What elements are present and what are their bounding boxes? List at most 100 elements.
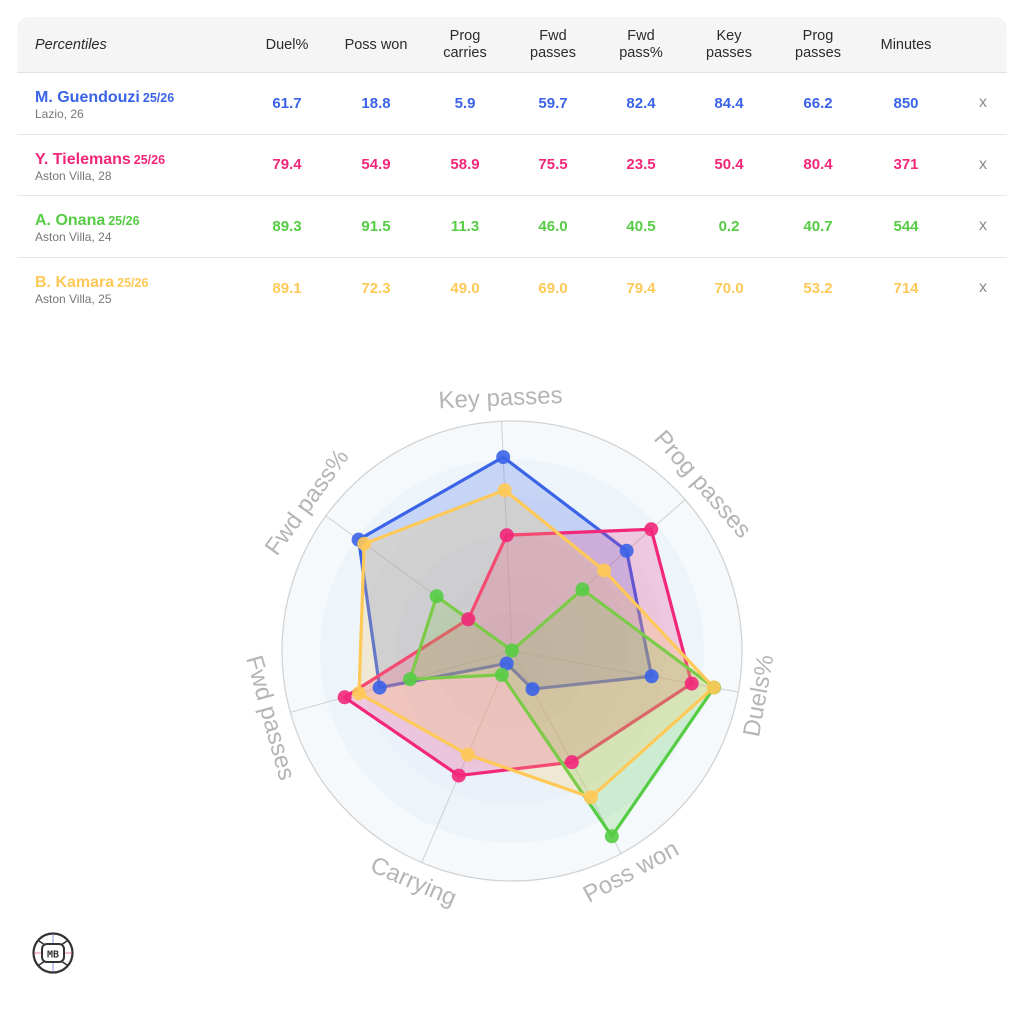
remove-player-button[interactable]: x xyxy=(979,217,987,235)
remove-player-button[interactable]: x xyxy=(979,279,987,297)
value-prog-passes: 66.2 xyxy=(803,94,833,112)
series-points xyxy=(352,483,721,805)
column-header-key-passes[interactable]: Key passes xyxy=(706,28,752,61)
value-duel-pct: 61.7 xyxy=(272,94,302,112)
season-tag: 25/26 xyxy=(142,91,175,105)
table-row: Y. Tielemans 25/26 Aston Villa, 28 79.4 54.9… xyxy=(17,135,1007,196)
data-point[interactable] xyxy=(499,528,514,543)
data-point[interactable] xyxy=(604,829,619,844)
radar-outer-ring xyxy=(281,420,743,882)
value-prog-passes: 40.7 xyxy=(803,217,833,235)
player-meta: Aston Villa, 28 xyxy=(35,168,112,183)
value-poss-won: 72.3 xyxy=(361,279,391,297)
value-minutes: 544 xyxy=(893,217,919,235)
player-cell: M. Guendouzi 25/26 Lazio, 26 xyxy=(35,89,174,121)
data-point[interactable] xyxy=(504,643,519,658)
data-point[interactable] xyxy=(575,582,590,597)
value-duel-pct: 89.1 xyxy=(272,279,302,297)
data-point[interactable] xyxy=(429,589,444,604)
data-point[interactable] xyxy=(451,768,466,783)
data-point[interactable] xyxy=(372,680,387,695)
column-header-duel-pct[interactable]: Duel% xyxy=(265,36,309,53)
value-fwd-passes: 69.0 xyxy=(538,279,568,297)
player-name-text: A. Onana xyxy=(35,212,106,229)
data-point[interactable] xyxy=(564,755,579,770)
player-name[interactable]: B. Kamara 25/26 xyxy=(35,274,148,292)
axis-label-key-passes: Key passes xyxy=(438,382,563,415)
value-fwd-pass-pct: 40.5 xyxy=(626,217,656,235)
data-point[interactable] xyxy=(525,682,540,697)
value-fwd-pass-pct: 79.4 xyxy=(626,279,656,297)
value-minutes: 850 xyxy=(893,94,919,112)
value-poss-won: 18.8 xyxy=(361,94,391,112)
data-point[interactable] xyxy=(461,612,476,627)
value-fwd-passes: 75.5 xyxy=(538,156,568,174)
data-point[interactable] xyxy=(494,667,509,682)
value-poss-won: 54.9 xyxy=(361,156,391,174)
mb-logo-icon: MB xyxy=(32,932,74,974)
data-point[interactable] xyxy=(357,536,372,551)
data-point[interactable] xyxy=(352,686,367,701)
value-key-passes: 70.0 xyxy=(714,279,744,297)
axis-line xyxy=(511,650,739,693)
column-header-prog-passes[interactable]: Prog passes xyxy=(795,28,841,61)
table-row: M. Guendouzi 25/26 Lazio, 26 61.7 18.8 5.9 59.… xyxy=(17,73,1007,135)
column-header-prog-carries[interactable]: Prog carries xyxy=(443,28,487,61)
season-tag: 25/26 xyxy=(108,214,140,228)
data-point[interactable] xyxy=(403,672,418,687)
value-fwd-passes: 46.0 xyxy=(538,217,568,235)
player-meta: Aston Villa, 25 xyxy=(35,291,112,306)
data-point[interactable] xyxy=(583,790,598,805)
value-poss-won: 91.5 xyxy=(361,217,391,235)
season-tag: 25/26 xyxy=(117,275,149,290)
column-header-fwd-pass-pct[interactable]: Fwd pass% xyxy=(619,28,663,61)
column-header-minutes[interactable]: Minutes xyxy=(880,36,932,53)
value-duel-pct: 79.4 xyxy=(272,156,302,174)
data-point[interactable] xyxy=(597,563,612,578)
data-point[interactable] xyxy=(706,680,721,695)
axis-label-duels: Duels% xyxy=(738,653,779,739)
value-key-passes: 84.4 xyxy=(714,94,744,112)
logo-text: MB xyxy=(47,950,59,961)
value-minutes: 371 xyxy=(893,156,919,174)
data-point[interactable] xyxy=(460,747,475,762)
player-name[interactable]: A. Onana 25/26 xyxy=(35,212,140,230)
value-prog-carries: 5.9 xyxy=(454,94,476,112)
table-title: Percentiles xyxy=(35,36,107,53)
value-key-passes: 0.2 xyxy=(718,217,740,235)
data-point[interactable] xyxy=(644,669,659,684)
column-header-fwd-passes[interactable]: Fwd passes xyxy=(530,28,576,61)
data-point[interactable] xyxy=(644,522,659,537)
remove-player-button[interactable]: x xyxy=(979,155,987,173)
value-prog-carries: 58.9 xyxy=(450,156,480,174)
series-kamara xyxy=(357,488,716,799)
table-body: M. Guendouzi 25/26 Lazio, 26 61.7 18.8 5.9 59.… xyxy=(17,73,1007,319)
series-polygon xyxy=(357,488,716,799)
data-point[interactable] xyxy=(497,483,512,498)
data-point[interactable] xyxy=(619,543,634,558)
player-meta: Aston Villa, 24 xyxy=(35,230,112,244)
data-point[interactable] xyxy=(337,690,352,705)
player-meta: Lazio, 26 xyxy=(35,107,84,121)
player-name-text: M. Guendouzi xyxy=(35,89,140,106)
player-name[interactable]: Y. Tielemans 25/26 xyxy=(35,151,165,169)
player-cell: B. Kamara 25/26 Aston Villa, 25 xyxy=(35,274,148,306)
value-prog-passes: 80.4 xyxy=(803,156,833,174)
series-onana xyxy=(408,587,716,838)
data-point[interactable] xyxy=(684,676,699,691)
column-header-poss-won[interactable]: Poss won xyxy=(344,36,408,53)
value-duel-pct: 89.3 xyxy=(272,217,302,235)
value-key-passes: 50.4 xyxy=(714,156,744,174)
remove-player-button[interactable]: x xyxy=(979,94,987,112)
value-minutes: 714 xyxy=(893,279,919,297)
value-prog-carries: 11.3 xyxy=(450,217,480,235)
data-point[interactable] xyxy=(499,656,514,671)
player-cell: A. Onana 25/26 Aston Villa, 24 xyxy=(35,212,140,244)
value-prog-carries: 49.0 xyxy=(450,279,480,297)
value-fwd-pass-pct: 82.4 xyxy=(626,94,656,112)
player-name[interactable]: M. Guendouzi 25/26 xyxy=(35,89,174,107)
value-prog-passes: 53.2 xyxy=(803,279,833,297)
data-point[interactable] xyxy=(496,450,511,465)
player-name-text: B. Kamara xyxy=(35,273,115,291)
percentiles-table: Percentiles Duel% Poss won Prog carries Fwd p… xyxy=(17,17,1007,319)
